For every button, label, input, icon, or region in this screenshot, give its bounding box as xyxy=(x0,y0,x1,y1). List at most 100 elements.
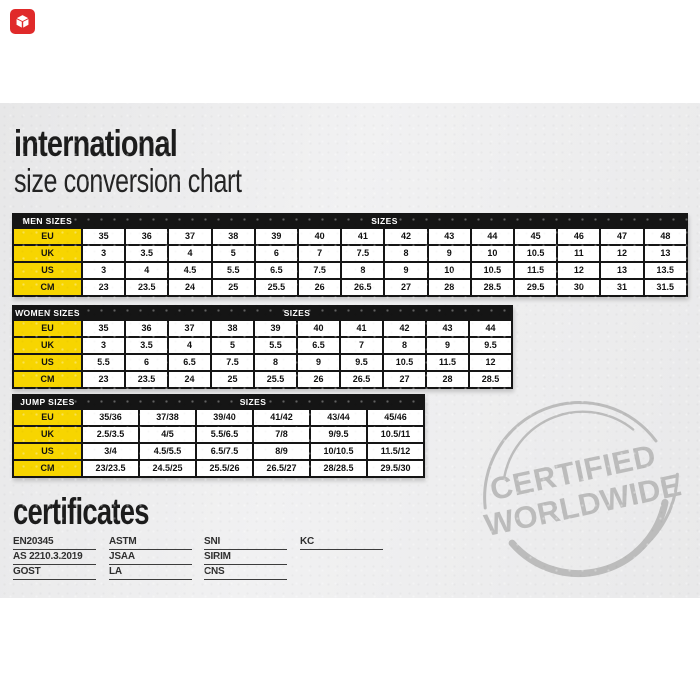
certificate-item: LA xyxy=(109,565,192,580)
size-value-cell: 6 xyxy=(124,353,169,372)
certified-worldwide-stamp: CERTIFIED WORLDWIDE xyxy=(460,400,700,595)
table-title-cell: JUMP SIZES xyxy=(12,394,83,410)
size-value-cell: 37 xyxy=(167,227,213,246)
size-value-cell: 5.5 xyxy=(81,353,126,372)
men-sizes-table: MEN SIZES SIZES EU 35 36 37 38 39 40 41 42 43 44 45 46… xyxy=(12,213,689,297)
size-value-cell: 4.5 xyxy=(167,261,213,280)
size-value-cell: 12 xyxy=(556,261,602,280)
size-value-cell: 40 xyxy=(296,319,341,338)
size-value-cell: 3/4 xyxy=(81,442,140,461)
size-value-cell: 27 xyxy=(383,278,429,297)
sizes-header-cell: SIZES xyxy=(81,305,513,321)
row-label-cell: US xyxy=(12,353,83,372)
certificate-item: JSAA xyxy=(109,550,192,565)
size-value-cell: 25 xyxy=(210,278,256,297)
conversion-table: JUMP SIZES SIZES EU 35/36 37/38 39/40 41/42 43/… xyxy=(12,394,425,478)
conversion-table: MEN SIZES SIZES EU 35 36 37 38 39 40 41 42 43 44 45 46… xyxy=(12,213,689,297)
size-value-cell: 5 xyxy=(210,244,256,263)
size-value-cell: 23 xyxy=(80,278,127,297)
certificate-item: EN20345 xyxy=(13,535,96,550)
table-title-cell: WOMEN SIZES xyxy=(12,305,83,321)
size-value-cell: 10 xyxy=(426,261,472,280)
size-value-cell: 10/10.5 xyxy=(309,442,368,461)
size-value-cell: 5.5 xyxy=(253,336,298,355)
size-value-cell: 38 xyxy=(210,319,255,338)
size-value-cell: 43/44 xyxy=(309,408,368,427)
size-value-cell: 8 xyxy=(382,336,427,355)
size-value-cell: 4/5 xyxy=(138,425,197,444)
certificates-title: certificates xyxy=(13,491,149,532)
size-value-cell: 43 xyxy=(425,319,470,338)
size-value-cell: 26.5 xyxy=(340,278,386,297)
row-label-cell: US xyxy=(12,442,83,461)
size-value-cell: 10 xyxy=(469,244,516,263)
size-value-cell: 3 xyxy=(81,336,126,355)
certificate-item: KC xyxy=(300,535,383,550)
size-value-cell: 5 xyxy=(210,336,255,355)
page-subtitle: size conversion chart xyxy=(14,162,242,199)
size-value-cell: 27 xyxy=(382,370,427,389)
size-value-cell: 11.5 xyxy=(513,261,559,280)
size-value-cell: 25.5 xyxy=(253,370,298,389)
size-value-cell: 9.5 xyxy=(339,353,384,372)
size-value-cell: 11.5 xyxy=(425,353,470,372)
size-value-cell: 28.5 xyxy=(469,278,516,297)
row-label-cell: EU xyxy=(12,227,83,246)
size-value-cell: 41 xyxy=(339,319,384,338)
size-value-cell: 48 xyxy=(642,227,689,246)
size-value-cell: 36 xyxy=(124,319,169,338)
size-value-cell: 31 xyxy=(599,278,645,297)
size-value-cell: 26 xyxy=(297,278,343,297)
women-sizes-table: WOMEN SIZES SIZES EU 35 36 37 38 39 40 41 42 43 44 UK… xyxy=(12,305,513,389)
size-value-cell: 10.5 xyxy=(513,244,559,263)
size-value-cell: 35/36 xyxy=(81,408,140,427)
size-value-cell: 9 xyxy=(425,336,470,355)
size-value-cell: 44 xyxy=(469,227,516,246)
size-value-cell: 47 xyxy=(599,227,645,246)
size-value-cell: 46 xyxy=(556,227,602,246)
row-label-cell: CM xyxy=(12,370,83,389)
row-label-cell: CM xyxy=(12,459,83,478)
size-value-cell: 23 xyxy=(81,370,126,389)
size-value-cell: 7 xyxy=(339,336,384,355)
size-value-cell: 23.5 xyxy=(124,370,169,389)
size-value-cell: 40 xyxy=(297,227,343,246)
size-value-cell: 8 xyxy=(383,244,429,263)
size-value-cell: 13 xyxy=(642,244,689,263)
certificate-item: SIRIM xyxy=(204,550,287,565)
sizes-header-cell: SIZES xyxy=(81,213,688,229)
row-label-cell: UK xyxy=(12,336,83,355)
size-value-cell: 4 xyxy=(167,244,213,263)
size-value-cell: 3 xyxy=(80,261,127,280)
size-value-cell: 4 xyxy=(124,261,170,280)
size-value-cell: 3 xyxy=(80,244,127,263)
content-band: international size conversion chart MEN … xyxy=(0,103,700,598)
size-value-cell: 39 xyxy=(253,227,300,246)
size-value-cell: 45 xyxy=(513,227,559,246)
certificate-item: SNI xyxy=(204,535,287,550)
size-value-cell: 10.5 xyxy=(469,261,516,280)
size-value-cell: 42 xyxy=(383,227,429,246)
size-value-cell: 24.5/25 xyxy=(138,459,197,478)
size-value-cell: 6.5/7.5 xyxy=(195,442,254,461)
size-value-cell: 5.5 xyxy=(210,261,256,280)
size-value-cell: 2.5/3.5 xyxy=(81,425,140,444)
sizes-header-cell: SIZES xyxy=(81,394,425,410)
size-value-cell: 3.5 xyxy=(124,336,169,355)
certificate-item: GOST xyxy=(13,565,96,580)
jump-sizes-table: JUMP SIZES SIZES EU 35/36 37/38 39/40 41/42 43/… xyxy=(12,394,425,478)
row-label-cell: US xyxy=(12,261,83,280)
size-value-cell: 9 xyxy=(296,353,341,372)
size-value-cell: 37 xyxy=(167,319,212,338)
size-value-cell: 35 xyxy=(81,319,126,338)
certificate-item: AS 2210.3.2019 xyxy=(13,550,96,565)
stamp-arc-bottom-thick xyxy=(508,498,669,578)
size-value-cell: 25 xyxy=(210,370,255,389)
row-label-cell: CM xyxy=(12,278,83,297)
size-value-cell: 4 xyxy=(167,336,212,355)
size-value-cell: 36 xyxy=(124,227,170,246)
size-value-cell: 29.5/30 xyxy=(366,459,425,478)
conversion-table: WOMEN SIZES SIZES EU 35 36 37 38 39 40 41 42 43 44 UK… xyxy=(12,305,513,389)
size-value-cell: 25.5 xyxy=(253,278,300,297)
